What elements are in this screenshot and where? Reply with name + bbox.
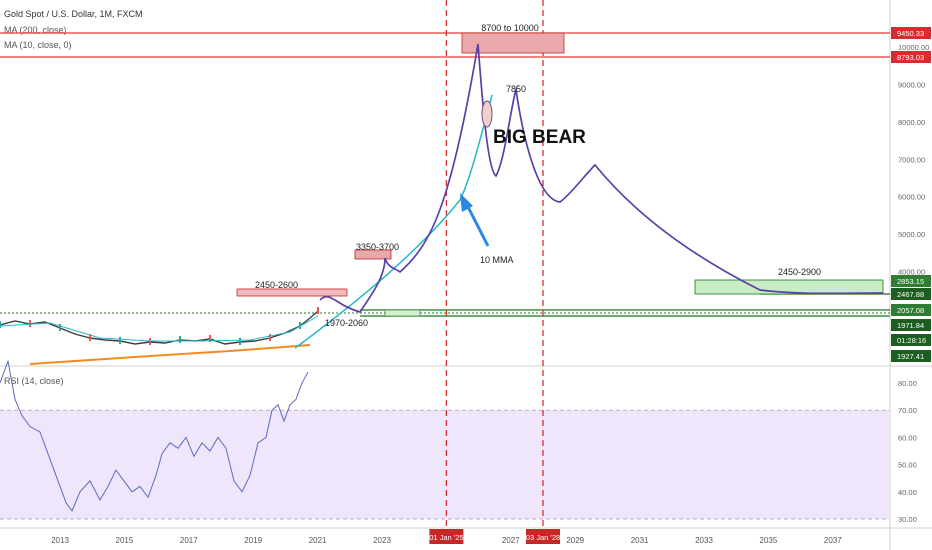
price-tag-box — [891, 319, 931, 331]
rsi-legend: RSI (14, close) — [4, 376, 64, 386]
price-tag-box — [891, 350, 931, 362]
candle — [119, 337, 121, 344]
candle — [299, 322, 301, 329]
date-marker-label: 03 Jan '28 — [526, 533, 560, 542]
price-tag-label: 1927.41 — [897, 352, 924, 361]
ma10-projection — [294, 94, 493, 349]
x-tick-label: 2019 — [244, 536, 262, 545]
price-tag-box — [891, 275, 931, 287]
rsi-y-tick-label: 40.00 — [898, 488, 917, 497]
y-tick-label: 10000.00 — [898, 43, 929, 52]
price-tag-label: 2467.88 — [897, 290, 924, 299]
y-tick-label: 9000.00 — [898, 80, 925, 89]
candle — [209, 335, 211, 342]
price-tag-box — [891, 27, 931, 39]
annotation-3350-3700: 3350-3700 — [356, 242, 399, 252]
x-tick-label: 2035 — [760, 536, 778, 545]
annotation-big-bear: BIG BEAR — [493, 127, 586, 148]
rsi-line — [0, 359, 309, 512]
candle — [269, 334, 271, 341]
ma10-legend: MA (10, close, 0) — [4, 40, 72, 50]
y-tick-label: 5000.00 — [898, 230, 925, 239]
annotation-10mma: 10 MMA — [480, 255, 514, 265]
price-history — [0, 310, 319, 345]
zone-2450-2900-box — [694, 279, 884, 295]
rsi-y-tick-label: 60.00 — [898, 433, 917, 442]
zone-2450-2600-box — [236, 288, 348, 297]
date-marker-label: 01 Jan '25 — [429, 533, 463, 542]
symbol-title: Gold Spot / U.S. Dollar, 1M, FXCM — [4, 9, 143, 19]
zone-3350-3700-box — [354, 249, 392, 260]
callout-arrow-shaft — [465, 204, 490, 247]
price-tag-label: 2853.15 — [897, 277, 924, 286]
callout-arrow-head — [460, 193, 473, 212]
ma200-legend: MA (200, close) — [4, 25, 67, 35]
ma10-history — [0, 315, 319, 342]
x-tick-label: 2027 — [502, 536, 520, 545]
price-tag-label: 1971.84 — [897, 321, 924, 330]
price-tag-box — [891, 304, 931, 316]
x-tick-label: 2031 — [631, 536, 649, 545]
candle — [179, 336, 181, 343]
candle — [89, 334, 91, 341]
candle — [29, 320, 31, 327]
ma200-line — [29, 344, 311, 365]
annotation-7850: 7850 — [506, 84, 526, 94]
date-marker-box — [526, 529, 560, 544]
price-tag-box — [891, 51, 931, 63]
rsi-y-tick-label: 70.00 — [898, 406, 917, 415]
x-tick-label: 2029 — [566, 536, 584, 545]
x-tick-label: 2021 — [309, 536, 327, 545]
price-tag-box — [891, 334, 931, 346]
x-tick-label: 2017 — [180, 536, 198, 545]
candle — [239, 338, 241, 345]
rsi-band — [0, 410, 890, 519]
annotation-target: 8700 to 10000 — [481, 23, 539, 33]
y-tick-label: 8000.00 — [898, 118, 925, 127]
x-tick-label: 2037 — [824, 536, 842, 545]
date-marker-box — [429, 529, 464, 544]
x-tick-label: 2013 — [51, 536, 69, 545]
price-tag-box — [891, 288, 931, 300]
x-tick-label: 2033 — [695, 536, 713, 545]
price-tag-label: 01:28:16 — [897, 336, 926, 345]
target-zone-box — [461, 32, 565, 54]
x-tick-label: 2023 — [373, 536, 391, 545]
annotation-2450-2900: 2450-2900 — [778, 267, 821, 277]
zone-1970-2060-box — [384, 309, 421, 317]
annotation-1970-2060: 1970-2060 — [325, 318, 368, 328]
rsi-y-tick-label: 50.00 — [898, 461, 917, 470]
y-tick-label: 7000.00 — [898, 155, 925, 164]
y-tick-label: 4000.00 — [898, 267, 925, 276]
price-tag-label: 8793.03 — [897, 53, 924, 62]
highlight-ellipse — [481, 100, 493, 128]
rsi-y-tick-label: 30.00 — [898, 515, 917, 524]
projected-price-path — [319, 43, 884, 313]
rsi-y-tick-label: 80.00 — [898, 379, 917, 388]
candle — [0, 321, 1, 328]
y-tick-label: 6000.00 — [898, 193, 925, 202]
price-tag-label: 2057.08 — [897, 306, 924, 315]
candle — [317, 307, 319, 314]
x-tick-label: 2015 — [116, 536, 134, 545]
price-tag-label: 9450.33 — [897, 29, 924, 38]
annotation-2450-2600: 2450-2600 — [255, 280, 298, 290]
candle — [59, 324, 61, 331]
